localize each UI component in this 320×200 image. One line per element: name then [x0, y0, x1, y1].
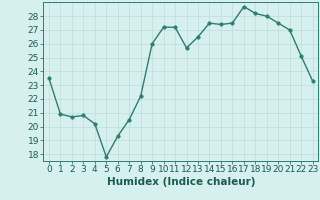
- X-axis label: Humidex (Indice chaleur): Humidex (Indice chaleur): [107, 177, 255, 187]
